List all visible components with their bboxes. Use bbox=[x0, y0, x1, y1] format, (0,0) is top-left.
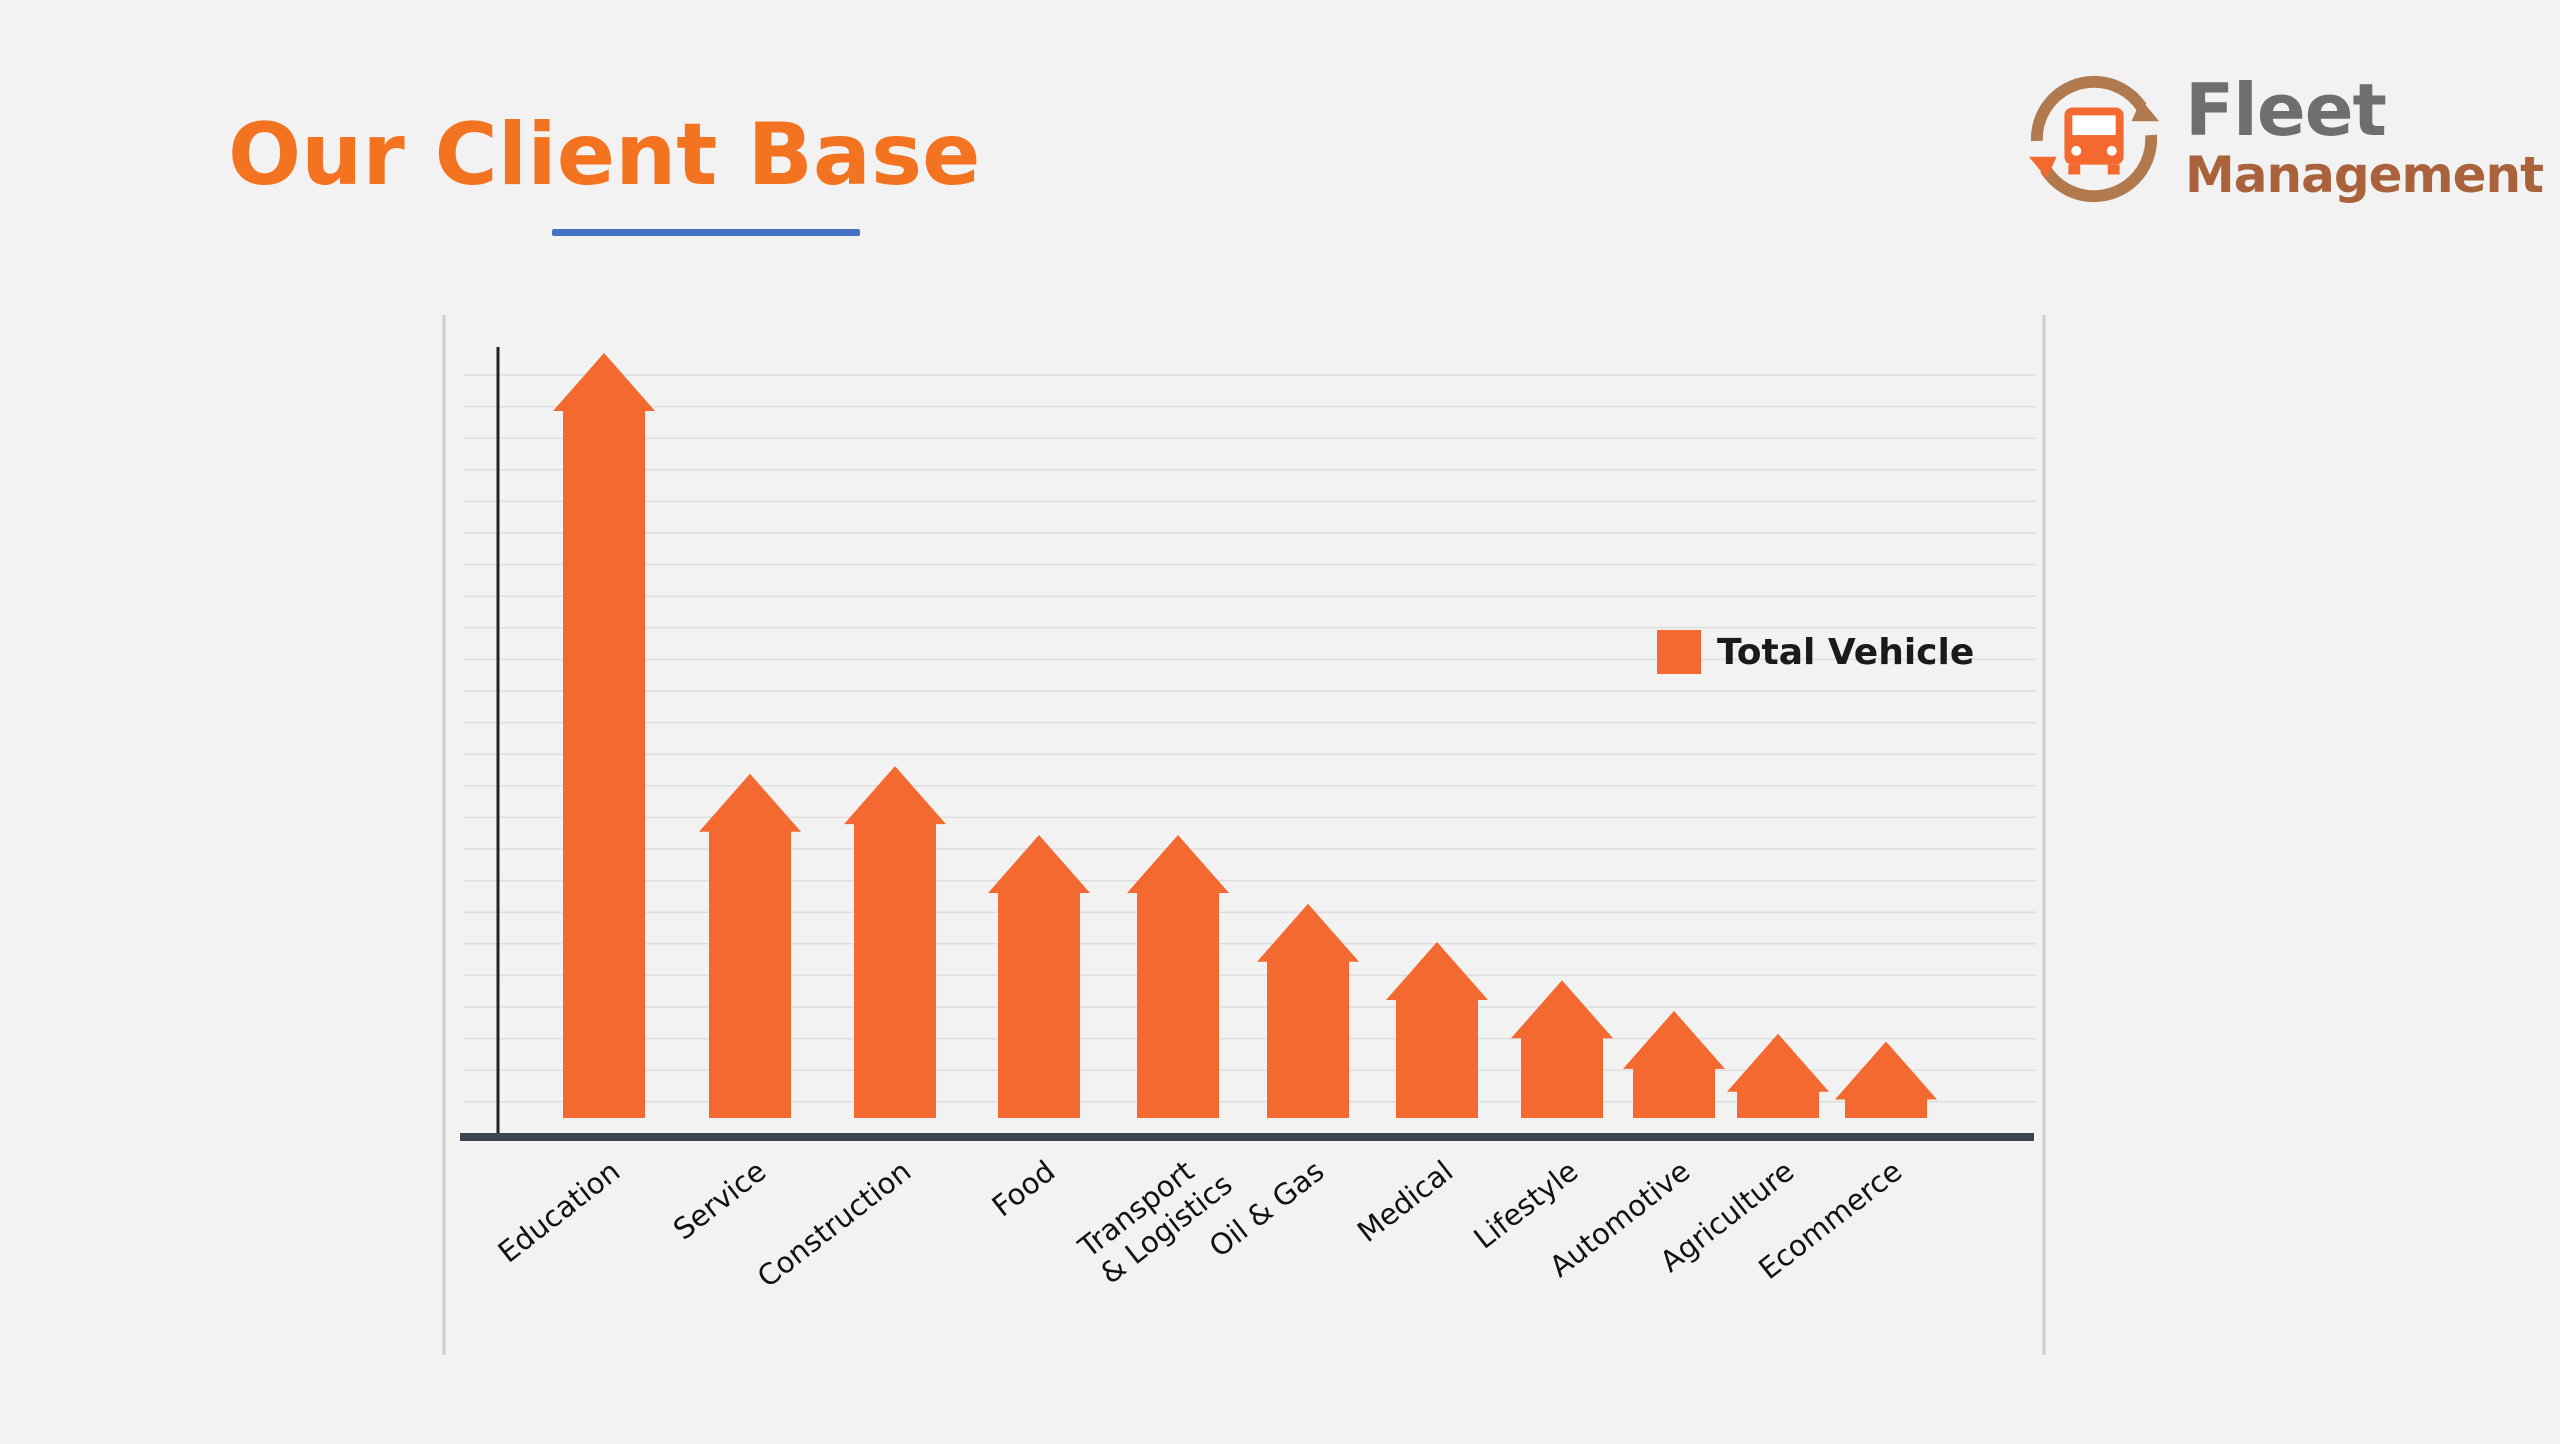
page-title: Our Client Base bbox=[228, 105, 981, 205]
category-label: Construction bbox=[751, 1154, 917, 1294]
bar-lifestyle bbox=[1511, 980, 1613, 1118]
bar-transport-logistics bbox=[1127, 835, 1229, 1118]
bar-agriculture bbox=[1727, 1033, 1829, 1118]
bar-medical bbox=[1386, 942, 1488, 1118]
legend-swatch bbox=[1657, 630, 1701, 674]
bar-service bbox=[699, 773, 801, 1118]
company-logo: Fleet Management bbox=[2025, 68, 2544, 220]
title-underline bbox=[552, 229, 860, 236]
category-label: Medical bbox=[1351, 1154, 1459, 1249]
category-label: Oil & Gas bbox=[1203, 1154, 1331, 1264]
bars-group bbox=[553, 353, 1937, 1118]
truck-recycle-icon bbox=[2028, 75, 2160, 203]
category-label: Transport& Logistics bbox=[1071, 1140, 1238, 1292]
legend-label: Total Vehicle bbox=[1717, 631, 1975, 673]
gridlines bbox=[464, 374, 2036, 1103]
bar-construction bbox=[844, 766, 946, 1118]
category-label: Service bbox=[667, 1154, 772, 1247]
category-label: Education bbox=[492, 1154, 627, 1270]
bar-oil-gas bbox=[1257, 903, 1359, 1118]
bar-education bbox=[553, 353, 655, 1118]
logo-word-management: Management bbox=[2185, 146, 2544, 204]
bar-automotive bbox=[1623, 1010, 1725, 1118]
category-label: Food bbox=[986, 1154, 1062, 1224]
logo-word-fleet: Fleet bbox=[2185, 68, 2387, 152]
bar-food bbox=[988, 835, 1090, 1118]
bar-ecommerce bbox=[1835, 1041, 1937, 1118]
legend: Total Vehicle bbox=[1657, 630, 1974, 674]
